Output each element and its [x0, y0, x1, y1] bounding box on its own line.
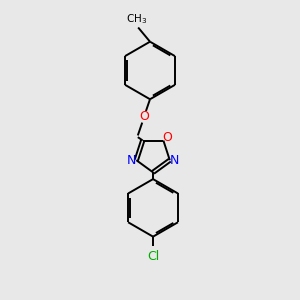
Text: N: N	[169, 154, 179, 167]
Text: Cl: Cl	[147, 250, 159, 262]
Text: CH$_3$: CH$_3$	[126, 12, 147, 26]
Text: O: O	[162, 131, 172, 144]
Text: O: O	[139, 110, 149, 123]
Text: N: N	[127, 154, 136, 167]
